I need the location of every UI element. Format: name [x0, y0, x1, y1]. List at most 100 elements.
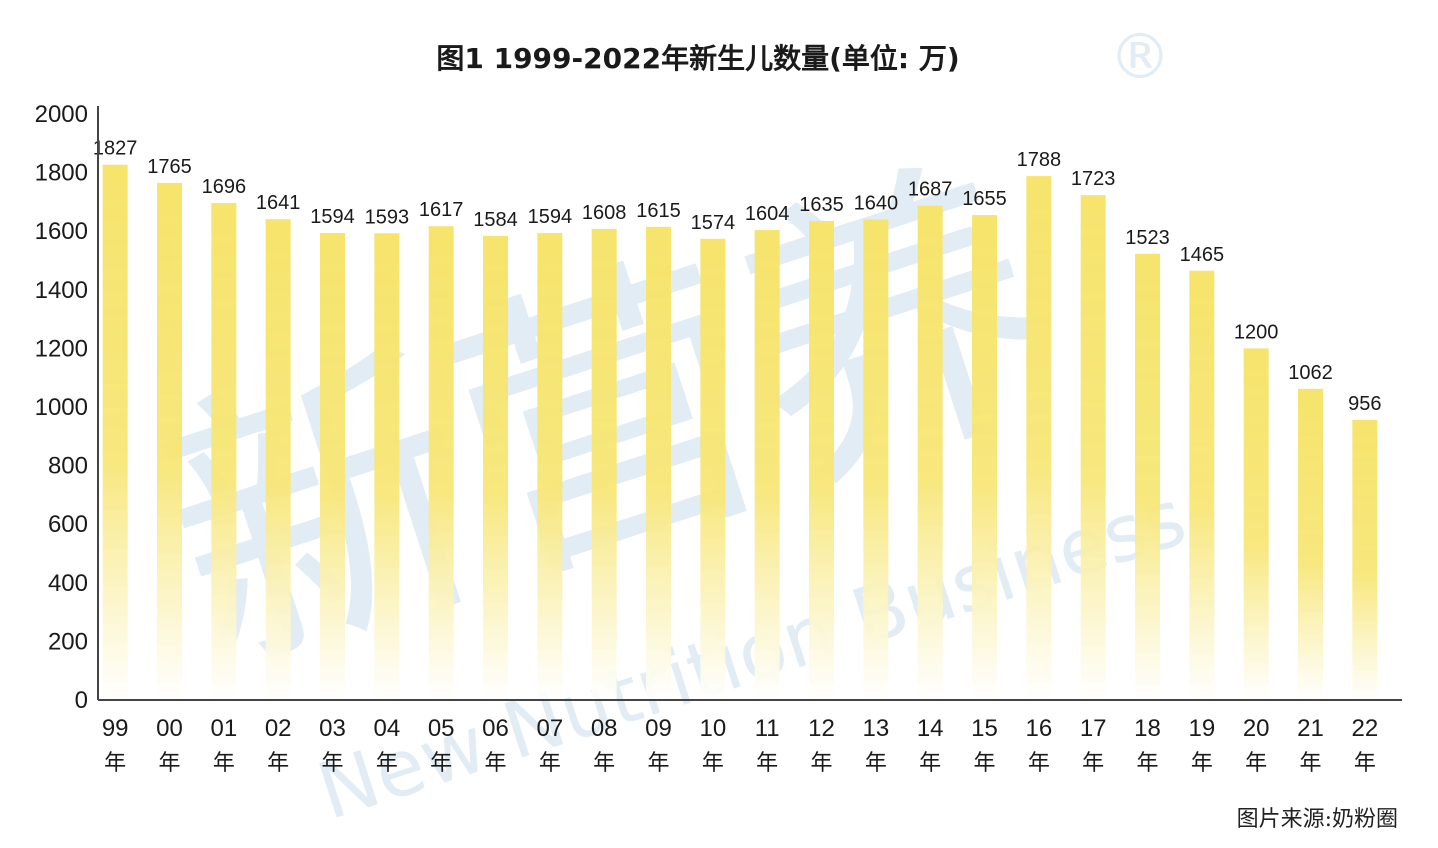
- y-tick-label: 200: [48, 628, 88, 655]
- y-tick-label: 1600: [35, 218, 88, 245]
- x-tick-unit: 年: [1082, 751, 1104, 776]
- bars-group: [102, 164, 1378, 701]
- y-tick-label: 800: [48, 453, 88, 480]
- bar: [1352, 419, 1378, 700]
- x-tick-unit: 年: [484, 751, 506, 776]
- data-label: 1615: [636, 200, 681, 222]
- x-tick-unit: 年: [810, 751, 832, 776]
- x-tick-label: 14: [917, 715, 944, 742]
- data-label: 1765: [147, 156, 192, 178]
- data-label: 1465: [1180, 244, 1225, 266]
- y-tick-label: 0: [75, 687, 88, 714]
- x-tick-unit: 年: [213, 751, 235, 776]
- data-label: 1655: [962, 188, 1007, 210]
- x-tick-unit: 年: [702, 751, 724, 776]
- y-tick-label: 400: [48, 570, 88, 597]
- bar: [1080, 195, 1106, 700]
- bar: [809, 220, 834, 700]
- data-label: 1788: [1017, 149, 1062, 171]
- y-tick-label: 2000: [35, 101, 88, 128]
- data-label: 956: [1348, 393, 1381, 415]
- bar: [265, 219, 291, 700]
- bar: [483, 235, 508, 700]
- x-tick-label: 18: [1134, 715, 1161, 742]
- data-label: 1635: [799, 194, 844, 216]
- x-tick-label: 00: [156, 715, 183, 742]
- bar: [537, 232, 563, 700]
- bar: [1243, 348, 1269, 700]
- source-note: 图片来源:奶粉圈: [1237, 807, 1398, 832]
- x-tick-unit: 年: [104, 751, 126, 776]
- y-tick-label: 1000: [35, 394, 88, 421]
- data-label: 1523: [1125, 227, 1170, 249]
- x-tick-unit: 年: [973, 751, 995, 776]
- y-tick-label: 600: [48, 511, 88, 538]
- x-tick-label: 06: [482, 715, 509, 742]
- x-tick-label: 07: [536, 715, 563, 742]
- data-label: 1723: [1071, 168, 1116, 190]
- y-tick-label: 1400: [35, 277, 88, 304]
- bar: [917, 205, 943, 701]
- x-tick-label: 02: [265, 715, 292, 742]
- x-tick-label: 22: [1351, 715, 1378, 742]
- bar: [1026, 176, 1052, 701]
- x-tick-label: 16: [1025, 715, 1052, 742]
- x-tick-label: 20: [1243, 715, 1270, 742]
- bar: [157, 182, 182, 701]
- x-tick-label: 13: [862, 715, 889, 742]
- data-label: 1594: [310, 206, 355, 228]
- x-tick-label: 12: [808, 715, 835, 742]
- x-tick-unit: 年: [1136, 751, 1158, 776]
- data-label: 1608: [582, 202, 627, 224]
- data-label: 1640: [854, 192, 899, 214]
- x-tick-label: 11: [755, 715, 780, 742]
- x-tick-unit: 年: [430, 751, 452, 776]
- data-label: 1617: [419, 199, 464, 221]
- bar: [1298, 388, 1323, 700]
- y-tick-label: 1800: [35, 160, 88, 187]
- x-tick-unit: 年: [756, 751, 778, 776]
- bar: [320, 232, 345, 700]
- bar: [1189, 270, 1215, 700]
- x-tick-label: 17: [1080, 715, 1107, 742]
- data-label: 1696: [202, 176, 247, 198]
- x-tick-unit: 年: [1354, 751, 1376, 776]
- x-tick-label: 99: [102, 715, 129, 742]
- bar: [102, 164, 128, 701]
- data-labels-group: 1827 1765 1696 1641 1594 1593 1617 1584 1594 1608…: [93, 138, 1382, 415]
- data-label: 1200: [1234, 321, 1279, 343]
- y-tick-label: 1200: [35, 335, 88, 362]
- chart-title: 图1 1999-2022年新生儿数量(单位: 万): [436, 42, 959, 75]
- x-tick-unit: 年: [376, 751, 398, 776]
- data-label: 1827: [93, 138, 138, 160]
- x-tick-label: 05: [428, 715, 455, 742]
- bar: [591, 228, 617, 700]
- x-tick-unit: 年: [539, 751, 561, 776]
- x-tick-unit: 年: [647, 751, 669, 776]
- bar: [972, 215, 997, 700]
- x-tick-unit: 年: [1245, 751, 1267, 776]
- x-tick-unit: 年: [919, 751, 941, 776]
- x-tick-unit: 年: [321, 751, 343, 776]
- x-tick-label: 09: [645, 715, 672, 742]
- x-tick-unit: 年: [1191, 751, 1213, 776]
- x-tick-label: 21: [1297, 715, 1324, 742]
- data-label: 1604: [745, 203, 790, 225]
- x-tick-label: 08: [591, 715, 618, 742]
- data-label: 1584: [473, 209, 518, 231]
- data-label: 1687: [908, 179, 953, 201]
- watermark-registered-mark: ®: [1109, 20, 1171, 93]
- x-tick-unit: 年: [1299, 751, 1321, 776]
- bar: [1135, 253, 1160, 701]
- x-axis: 99 年 00 年 01 年 02 年 03 年 04 年 05 年 06 年 07 年 08 年 09 年 10 年 11 年 1…: [98, 699, 1402, 776]
- data-label: 1594: [528, 206, 573, 228]
- x-tick-label: 19: [1188, 715, 1215, 742]
- data-label: 1593: [365, 206, 410, 228]
- x-tick-unit: 年: [593, 751, 615, 776]
- x-tick-label: 15: [971, 715, 998, 742]
- data-label: 1574: [691, 212, 736, 234]
- x-tick-unit: 年: [158, 751, 180, 776]
- x-tick-label: 10: [699, 715, 726, 742]
- x-tick-unit: 年: [267, 751, 289, 776]
